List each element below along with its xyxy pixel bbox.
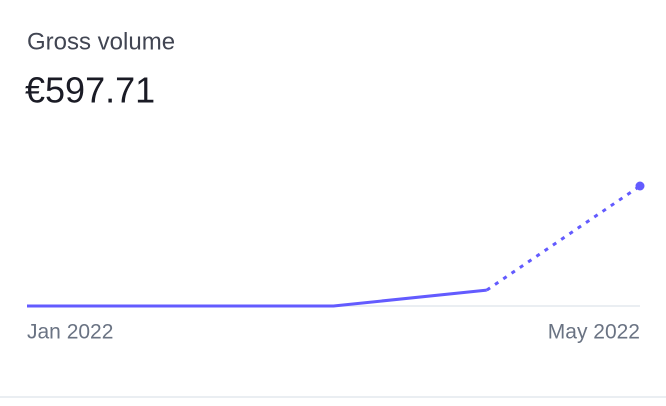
line <box>27 288 487 308</box>
x-tick-label: Jan 2022 <box>27 321 113 344</box>
chart-title: Gross volume <box>27 28 175 55</box>
headline-value: €597.71 <box>25 70 155 111</box>
end-point <box>635 181 645 191</box>
x-tick-label: May 2022 <box>548 321 640 344</box>
line-projected <box>485 184 641 292</box>
